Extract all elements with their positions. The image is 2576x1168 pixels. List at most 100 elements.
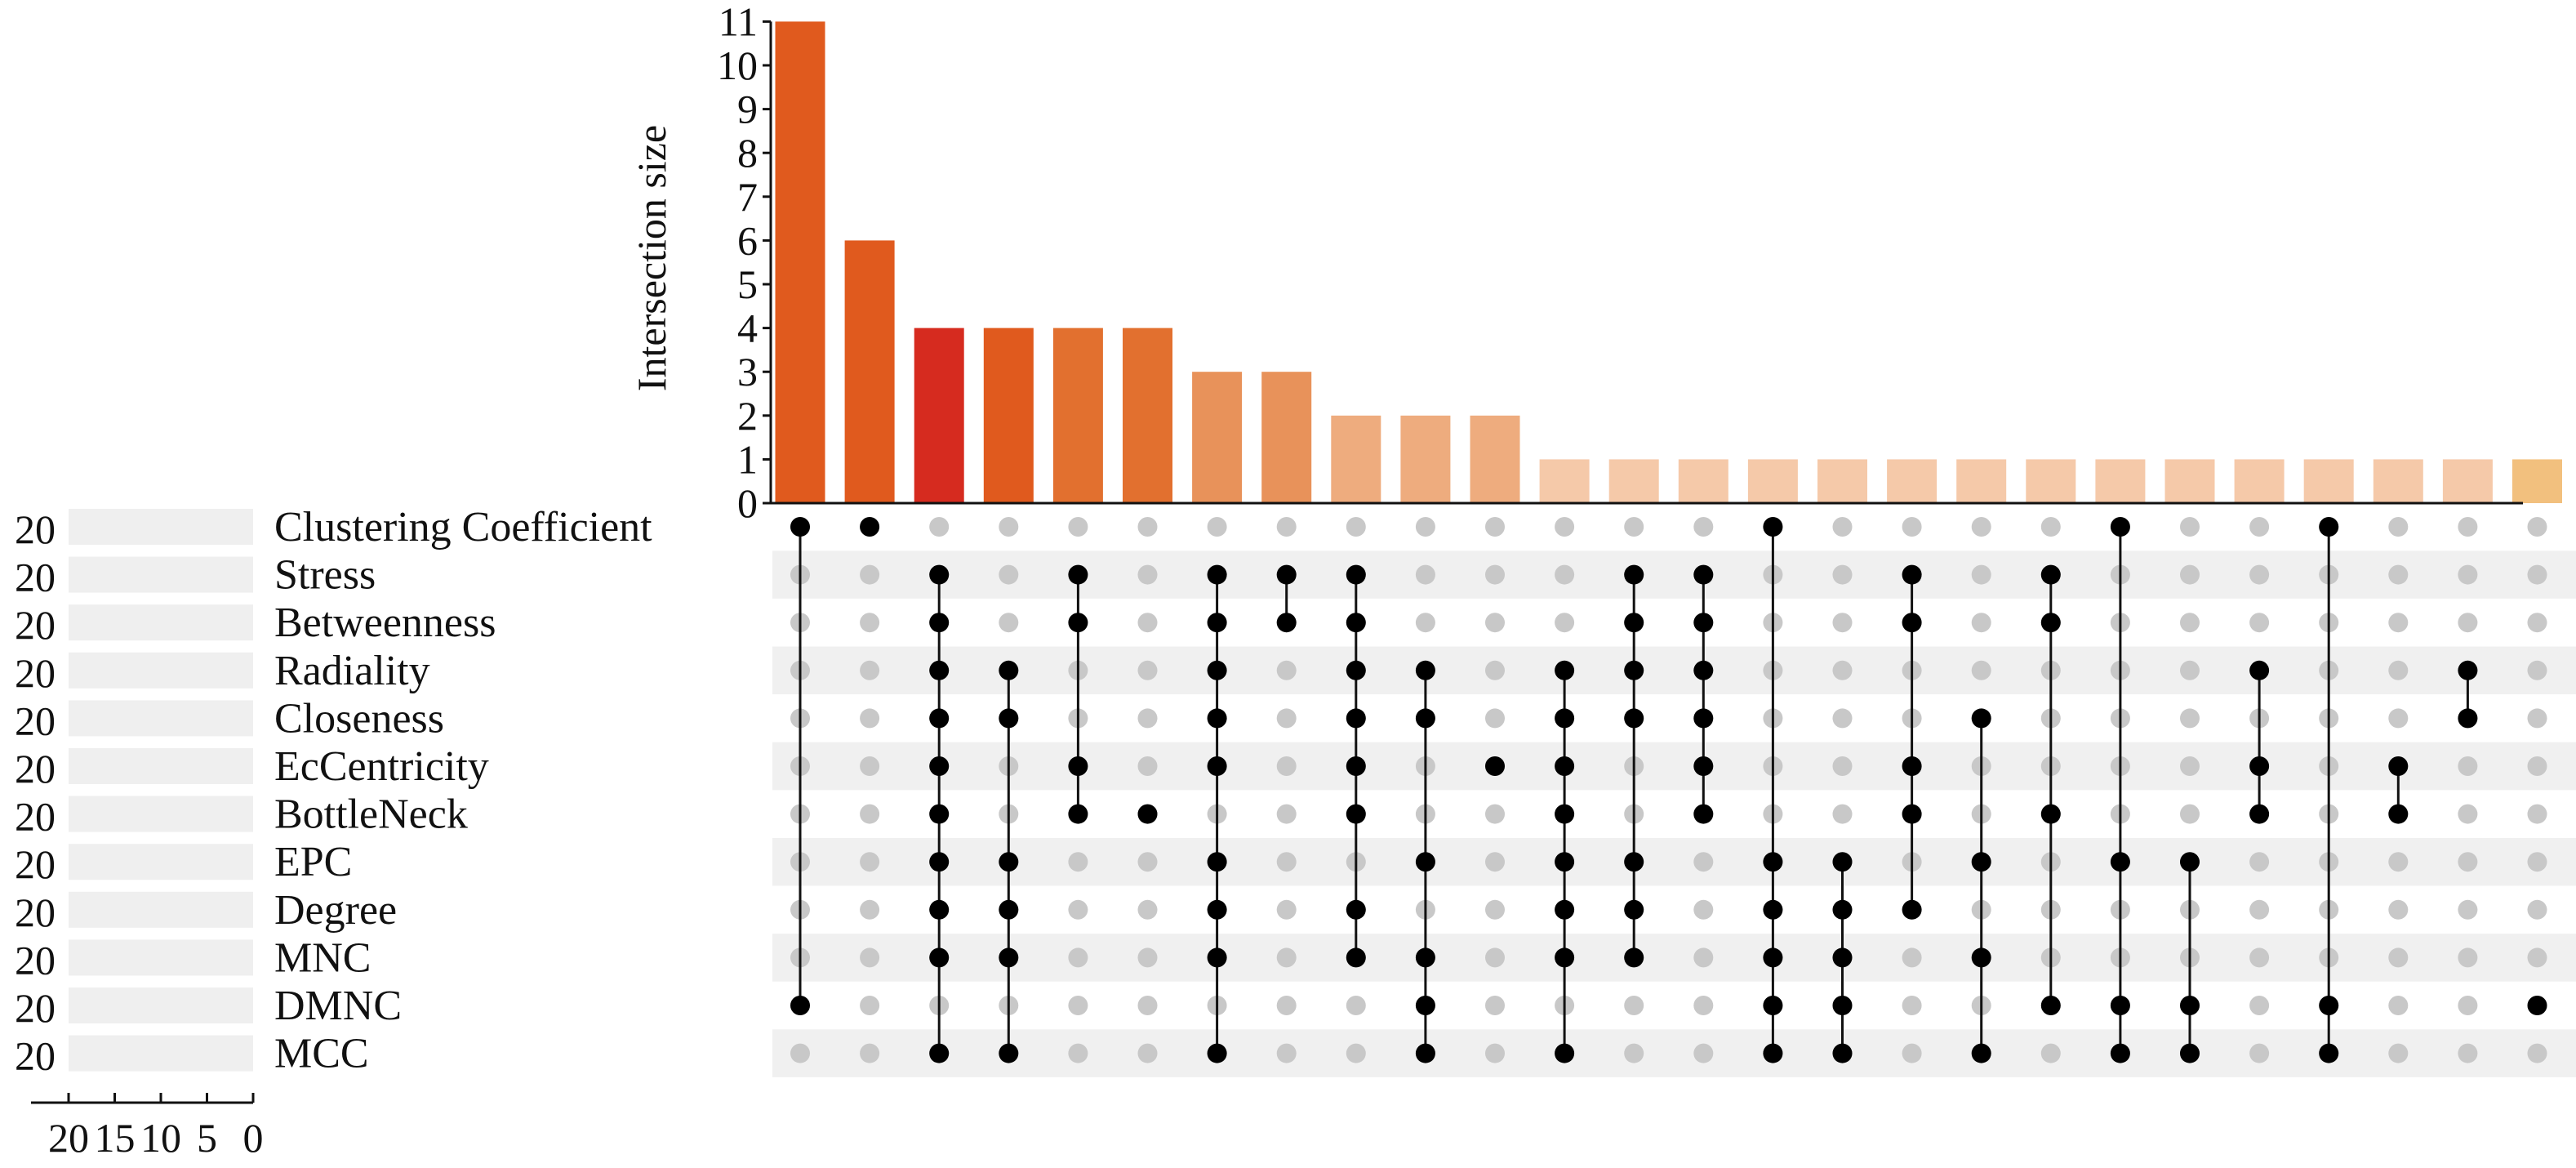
- set-name-label: Clustering Coefficient: [274, 504, 652, 551]
- matrix-empty-dot: [1485, 708, 1505, 729]
- matrix-empty-dot: [2527, 708, 2547, 729]
- matrix-member-dot: [1971, 852, 1991, 872]
- matrix-empty-dot: [1555, 564, 1575, 585]
- matrix-row-stripe: [772, 742, 2576, 791]
- matrix-member-dot: [1068, 564, 1088, 585]
- matrix-empty-dot: [2388, 1043, 2409, 1063]
- set-size-bar: [69, 939, 253, 976]
- matrix-empty-dot: [1276, 660, 1297, 680]
- matrix-empty-dot: [1276, 708, 1297, 729]
- intersection-bar: [1678, 459, 1728, 503]
- matrix-empty-dot: [1485, 947, 1505, 968]
- matrix-member-dot: [1763, 996, 1783, 1015]
- matrix-member-dot: [2040, 996, 2061, 1015]
- matrix-member-dot: [1693, 660, 1714, 680]
- matrix-empty-dot: [1624, 517, 1644, 537]
- matrix-empty-dot: [999, 564, 1019, 585]
- matrix-member-dot: [2040, 804, 2061, 824]
- matrix-member-dot: [1763, 947, 1783, 968]
- matrix-empty-dot: [1832, 564, 1853, 585]
- set-size-bar: [69, 556, 253, 593]
- set-size-value: 20: [15, 746, 56, 791]
- matrix-empty-dot: [1068, 852, 1088, 872]
- set-size-tick-label: 5: [197, 1115, 217, 1161]
- matrix-empty-dot: [1693, 852, 1714, 872]
- matrix-empty-dot: [1137, 517, 1158, 537]
- matrix-empty-dot: [1346, 1043, 1366, 1063]
- matrix-empty-dot: [1415, 564, 1435, 585]
- matrix-empty-dot: [2180, 660, 2200, 680]
- matrix-empty-dot: [1207, 517, 1227, 537]
- matrix-empty-dot: [1068, 517, 1088, 537]
- matrix-member-dot: [929, 564, 950, 585]
- matrix-empty-dot: [1555, 613, 1575, 633]
- matrix-member-dot: [1902, 756, 1922, 776]
- matrix-member-dot: [999, 708, 1019, 729]
- matrix-member-dot: [999, 660, 1019, 680]
- set-size-value: 20: [15, 794, 56, 840]
- matrix-empty-dot: [2388, 613, 2409, 633]
- matrix-empty-dot: [1971, 613, 1991, 633]
- matrix-member-dot: [1346, 660, 1366, 680]
- matrix-empty-dot: [1624, 996, 1644, 1015]
- matrix-empty-dot: [1693, 996, 1714, 1015]
- matrix-member-dot: [1555, 899, 1575, 920]
- matrix-row-stripe: [772, 646, 2576, 695]
- matrix-empty-dot: [2527, 756, 2547, 776]
- y-tick-label: 11: [719, 0, 758, 44]
- set-size-value: 20: [15, 889, 56, 935]
- matrix-empty-dot: [860, 947, 880, 968]
- matrix-member-dot: [1624, 660, 1644, 680]
- matrix-member-dot: [860, 517, 880, 537]
- intersection-bar: [983, 328, 1034, 503]
- intersection-bar: [844, 240, 895, 503]
- matrix-member-dot: [2458, 660, 2478, 680]
- matrix-member-dot: [1624, 852, 1644, 872]
- set-size-value: 20: [15, 555, 56, 600]
- matrix-empty-dot: [1137, 899, 1158, 920]
- set-name-label: EcCentricity: [274, 743, 489, 790]
- intersection-bar: [2303, 459, 2354, 503]
- matrix-member-dot: [1207, 564, 1227, 585]
- set-size-bar: [69, 987, 253, 1023]
- matrix-empty-dot: [1068, 947, 1088, 968]
- matrix-empty-dot: [1276, 899, 1297, 920]
- set-name-label: Radiality: [274, 648, 430, 694]
- matrix-member-dot: [1276, 564, 1297, 585]
- matrix-empty-dot: [1137, 708, 1158, 729]
- matrix-empty-dot: [1346, 517, 1366, 537]
- matrix-empty-dot: [1485, 1043, 1505, 1063]
- matrix-member-dot: [929, 852, 950, 872]
- matrix-empty-dot: [2388, 899, 2409, 920]
- matrix-member-dot: [1763, 899, 1783, 920]
- matrix-member-dot: [1346, 564, 1366, 585]
- intersection-bar: [2512, 459, 2562, 503]
- matrix-empty-dot: [2180, 613, 2200, 633]
- set-size-value: 20: [15, 1033, 56, 1079]
- matrix-member-dot: [1346, 708, 1366, 729]
- matrix-empty-dot: [2458, 756, 2478, 776]
- y-tick-label: 10: [717, 42, 758, 88]
- set-size-tick-label: 10: [140, 1115, 181, 1161]
- matrix-member-dot: [1068, 613, 1088, 633]
- matrix-empty-dot: [2180, 708, 2200, 729]
- matrix-member-dot: [2040, 564, 2061, 585]
- matrix-empty-dot: [1832, 517, 1853, 537]
- matrix-empty-dot: [2249, 852, 2270, 872]
- matrix-member-dot: [1207, 947, 1227, 968]
- matrix-member-dot: [1415, 708, 1435, 729]
- intersection-bar: [1887, 459, 1938, 503]
- matrix-empty-dot: [2527, 613, 2547, 633]
- matrix-member-dot: [2110, 996, 2130, 1015]
- matrix-empty-dot: [1137, 947, 1158, 968]
- intersection-bar: [775, 21, 825, 503]
- set-size-bar: [69, 748, 253, 784]
- matrix-empty-dot: [1415, 613, 1435, 633]
- y-axis-label: Intersection size: [629, 125, 674, 391]
- matrix-empty-dot: [1276, 756, 1297, 776]
- matrix-member-dot: [2527, 996, 2547, 1015]
- matrix-empty-dot: [2458, 1043, 2478, 1063]
- matrix-empty-dot: [2458, 564, 2478, 585]
- matrix-member-dot: [2319, 996, 2339, 1015]
